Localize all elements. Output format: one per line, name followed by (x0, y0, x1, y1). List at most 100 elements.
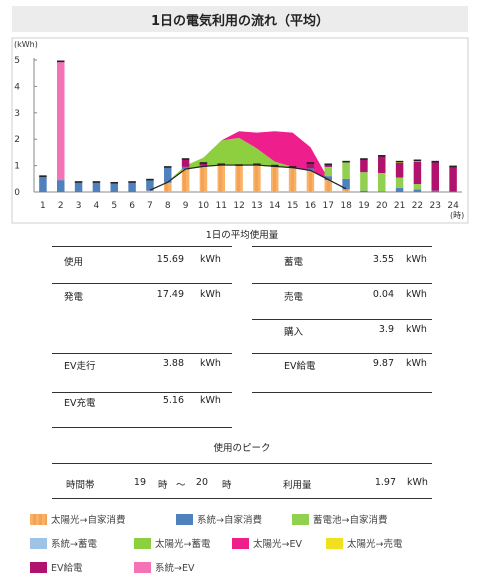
usage-heading: 1日の平均使用量 (205, 230, 279, 241)
bar-segment (164, 166, 172, 183)
bar-segment (146, 190, 154, 192)
legend-swatch (30, 561, 47, 573)
usage-r-value: 3.55 (372, 254, 394, 265)
peak-end-unit: 時 (222, 480, 232, 491)
bar-segment (306, 162, 315, 169)
x-tick-label: 9 (183, 201, 189, 211)
bar-segment (449, 166, 457, 192)
x-tick-label: 22 (412, 201, 423, 211)
bar-segment (449, 191, 457, 192)
usage-divider-left (52, 392, 232, 393)
peak-start-unit: 時 (158, 480, 168, 491)
usage-divider-right (252, 246, 432, 247)
usage-r-label: 蓄電 (284, 257, 304, 268)
page-title: 1日の電気利用の流れ（平均） (12, 6, 468, 32)
bar-segment (360, 159, 368, 173)
usage-l-unit: kWh (200, 254, 221, 265)
peak-time-label: 時間帯 (66, 480, 95, 491)
legend-swatch (232, 537, 249, 549)
usage-l-label: EV走行 (64, 361, 96, 372)
legend-label: 系統→蓄電 (51, 539, 97, 550)
usage-r-label: EV給電 (284, 361, 316, 372)
x-tick-label: 14 (269, 201, 281, 211)
bar-segment (413, 161, 422, 185)
legend-swatch (30, 537, 47, 549)
legend-label: 太陽光→EV (253, 539, 302, 550)
legend-label: 太陽光→売電 (347, 539, 403, 550)
bar-segment (324, 176, 332, 181)
chart-border (11, 37, 469, 224)
legend-swatch (292, 513, 309, 525)
bar-segment (378, 191, 386, 192)
page-title-text: 1日の電気利用の流れ（平均） (150, 13, 330, 29)
x-tick-label: 3 (76, 201, 82, 211)
y-axis-label: (kWh) (14, 40, 38, 49)
usage-divider-left (52, 246, 232, 247)
usage-divider-right (252, 283, 432, 284)
x-tick-label: 6 (129, 201, 135, 211)
y-tick-label: 1 (14, 162, 20, 172)
usage-divider-right (252, 319, 432, 320)
bar-segment (128, 181, 136, 192)
bar-segment (413, 189, 422, 192)
x-tick-label: 15 (287, 201, 298, 211)
y-tick-label: 0 (14, 188, 20, 198)
y-tick-label: 2 (14, 135, 20, 145)
x-tick-label: 8 (165, 201, 171, 211)
x-tick-label: 17 (323, 201, 334, 211)
bar-segment (253, 165, 261, 192)
legend-item: 太陽光→売電 (326, 536, 402, 550)
legend-swatch (326, 537, 343, 549)
peak-end: 20 (195, 477, 208, 488)
bar-segment (395, 177, 404, 189)
legend-label: EV給電 (51, 563, 83, 574)
x-tick-label: 24 (447, 201, 459, 211)
y-tick-label: 4 (14, 82, 20, 92)
bar-segment (181, 159, 190, 167)
peak-amount: 1.97 (374, 477, 396, 488)
bar-segment (199, 166, 208, 192)
usage-l-label: 発電 (64, 292, 84, 303)
legend-swatch (134, 537, 151, 549)
bar-segment (74, 181, 83, 192)
legend-item: EV給電 (30, 560, 83, 574)
usage-r-unit: kWh (406, 358, 427, 369)
bar-segment (288, 168, 297, 192)
bar-segment (360, 190, 368, 192)
bar-segment (324, 164, 332, 167)
bar-segment (146, 179, 154, 191)
bar-segment (57, 61, 65, 181)
legend-swatch (176, 513, 193, 525)
bar-segment (199, 162, 208, 166)
x-tick-label: 1 (40, 201, 46, 211)
usage-divider-left (52, 283, 232, 284)
bar-segment (342, 178, 350, 190)
area-0 (167, 137, 329, 183)
x-tick-label: 7 (147, 201, 153, 211)
usage-l-label: 使用 (64, 257, 84, 268)
x-tick-label: 16 (305, 201, 317, 211)
legend-swatch (30, 513, 47, 525)
bar-segment (92, 181, 101, 192)
usage-l-value: 17.49 (156, 289, 184, 300)
peak-heading: 使用のピーク (213, 443, 271, 454)
bar-segment (181, 166, 190, 170)
bar-segment (271, 166, 279, 192)
bar-segment (110, 182, 118, 192)
usage-l-unit: kWh (200, 289, 221, 300)
x-axis-label: (時) (450, 211, 464, 220)
usage-r-value: 9.87 (372, 358, 394, 369)
x-tick-label: 23 (430, 201, 441, 211)
bar-segment (395, 162, 404, 178)
bar-segment (164, 182, 172, 192)
bar-segment (431, 161, 439, 191)
bar-segment (324, 166, 332, 177)
bar-segment (378, 172, 386, 192)
peak-divider-top (52, 463, 432, 464)
peak-amount-unit: kWh (407, 477, 428, 488)
usage-divider-right (252, 392, 432, 393)
bar-segment (306, 168, 315, 171)
usage-l-value: 5.16 (162, 395, 184, 406)
bar-segment (306, 170, 315, 192)
x-tick-label: 10 (198, 201, 210, 211)
